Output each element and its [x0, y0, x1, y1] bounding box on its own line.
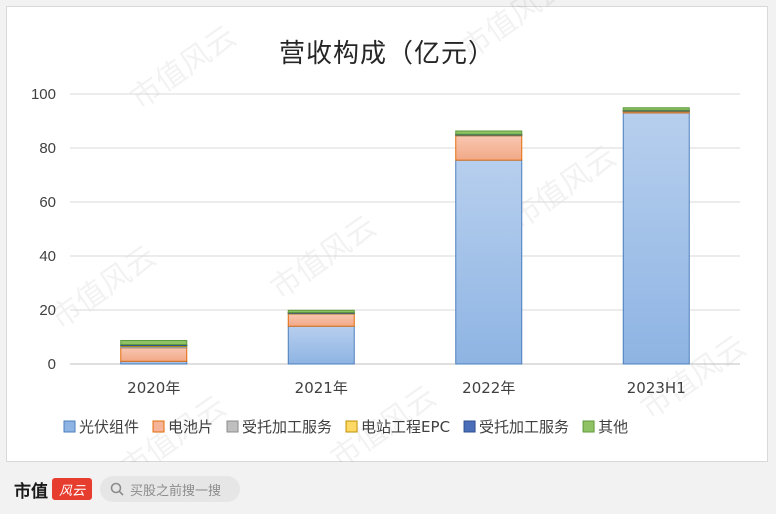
bar-segment	[455, 135, 523, 161]
footer: 市值 风云 买股之前搜一搜	[0, 462, 776, 514]
legend-item: 电站工程EPC	[345, 418, 450, 436]
legend-label: 受托加工服务	[479, 418, 569, 436]
y-axis-ticks: 0 20 40 60 80 100	[31, 86, 56, 373]
search-placeholder: 买股之前搜一搜	[130, 483, 222, 499]
logo-mark: 风云	[52, 478, 92, 500]
legend-item: 光伏组件	[63, 418, 139, 436]
y-tick-label: 60	[39, 194, 56, 211]
watermark-text: 市值风云	[125, 19, 243, 116]
legend-swatch	[152, 420, 165, 433]
legend-label: 电站工程EPC	[361, 418, 450, 436]
legend-swatch	[345, 420, 358, 433]
bar-segment	[622, 107, 690, 111]
legend: 光伏组件 电池片 受托加工服务 电站工程EPC 受托加工服务 其他	[63, 418, 628, 436]
legend-label: 受托加工服务	[242, 418, 332, 436]
legend-label: 电池片	[168, 418, 213, 436]
bar-segment	[120, 340, 188, 346]
logo-text: 市值	[14, 481, 48, 502]
watermark-text: 市值风云	[45, 239, 163, 336]
watermark-text: 市值风云	[505, 139, 623, 236]
legend-swatch	[463, 420, 476, 433]
legend-item: 电池片	[152, 418, 213, 436]
bars	[120, 107, 690, 365]
bar-segment	[455, 159, 523, 365]
legend-label: 光伏组件	[79, 418, 139, 436]
search-box[interactable]: 买股之前搜一搜	[100, 476, 240, 502]
x-tick-label: 2020年	[127, 379, 180, 397]
chart-title: 营收构成（亿元）	[278, 39, 495, 69]
x-tick-label: 2022年	[462, 379, 515, 397]
y-tick-label: 100	[31, 86, 56, 103]
legend-swatch	[582, 420, 595, 433]
legend-swatch	[226, 420, 239, 433]
bar-segment	[622, 112, 690, 365]
bar-segment	[455, 130, 523, 135]
watermark-text: 市值风云	[265, 209, 383, 306]
legend-item: 受托加工服务	[226, 418, 332, 436]
x-axis-ticks: 2020年 2021年 2022年 2023H1	[127, 379, 686, 397]
y-tick-label: 0	[48, 356, 56, 373]
legend-item: 其他	[582, 418, 628, 436]
search-icon	[110, 482, 124, 496]
bar-segment	[287, 325, 355, 365]
bar-segment	[287, 309, 355, 313]
legend-item: 受托加工服务	[463, 418, 569, 436]
legend-label: 其他	[598, 418, 628, 436]
brand-logo[interactable]: 市值 风云	[14, 477, 92, 502]
x-tick-label: 2021年	[295, 379, 348, 397]
y-tick-label: 20	[39, 302, 56, 319]
y-tick-label: 40	[39, 248, 56, 265]
x-tick-label: 2023H1	[627, 379, 686, 397]
bar-segment	[287, 313, 355, 327]
bar-segment	[120, 347, 188, 362]
y-tick-label: 80	[39, 140, 56, 157]
watermark-text: 市值风云	[455, 0, 573, 67]
legend-swatch	[63, 420, 76, 433]
